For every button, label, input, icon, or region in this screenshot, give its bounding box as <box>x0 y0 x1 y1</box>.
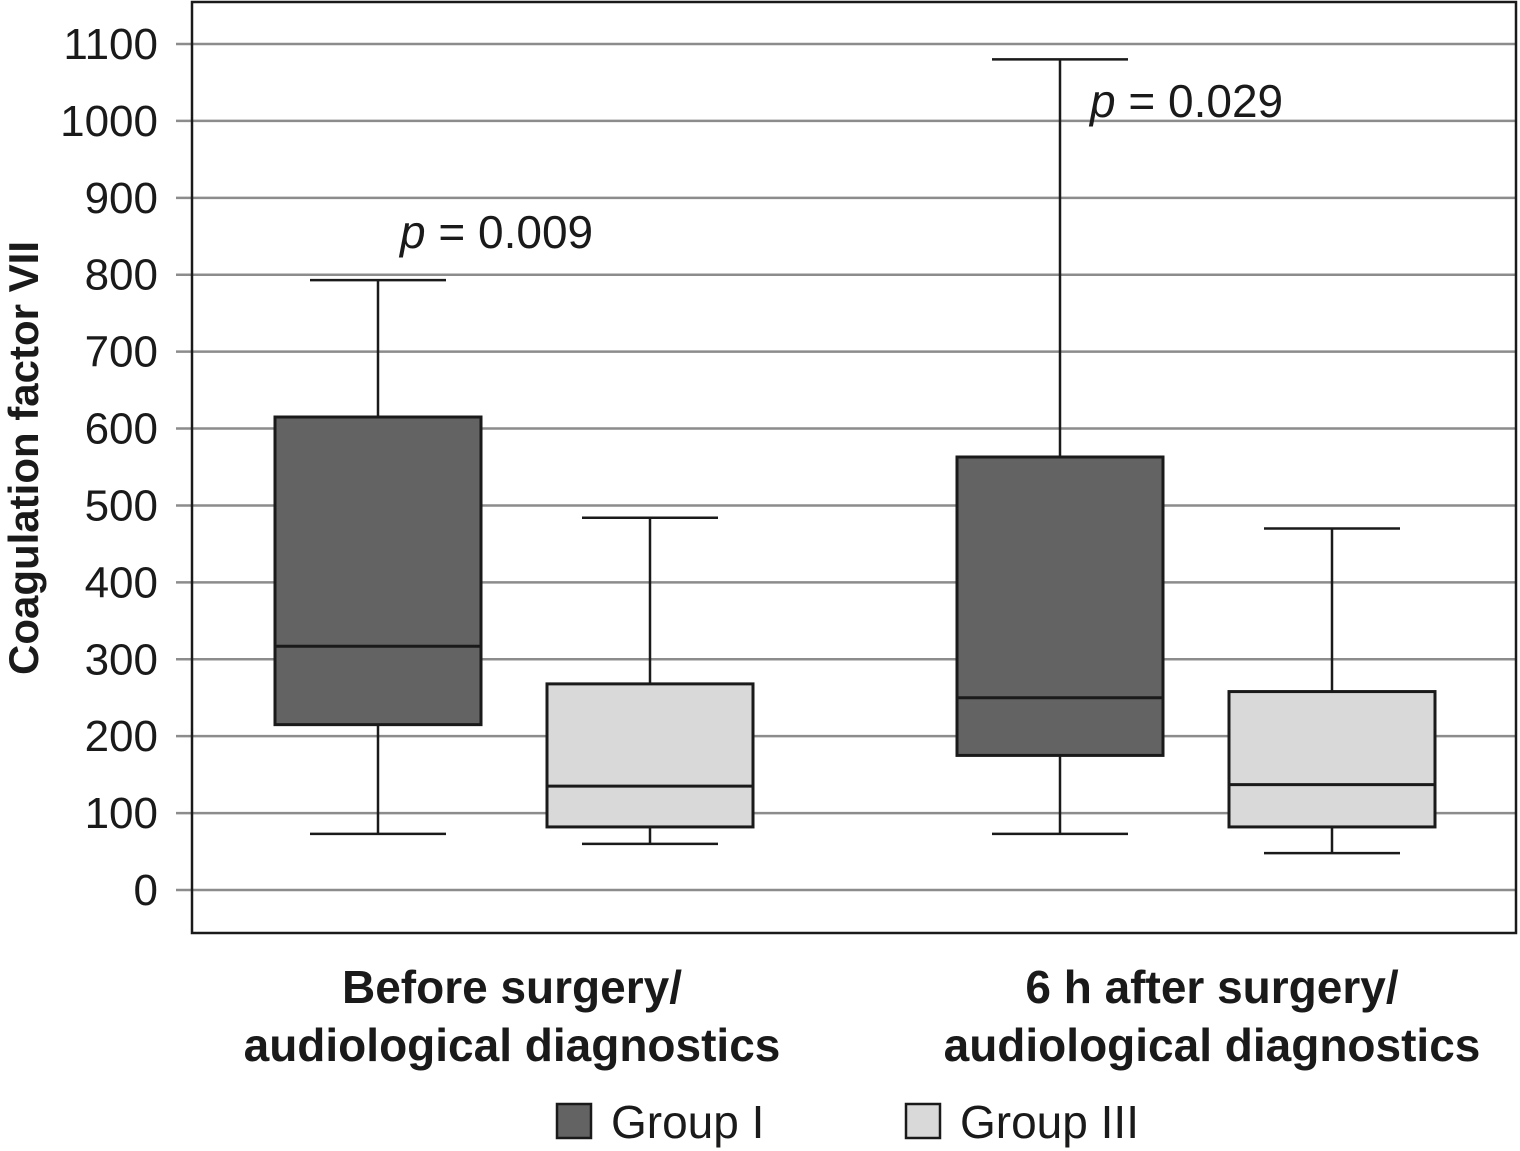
legend: Group I Group III <box>555 1096 1139 1148</box>
p-value-text: = 0.029 <box>1116 75 1284 127</box>
y-tick-label-0: 0 <box>134 866 158 915</box>
y-axis-title: Coagulation factor VII <box>0 241 47 675</box>
y-tick-label-500: 500 <box>85 481 158 530</box>
plot-frame <box>190 0 1518 935</box>
y-tick-label-1100: 1100 <box>63 20 158 69</box>
iqr-box <box>955 455 1165 757</box>
category-label-line2-1: audiological diagnostics <box>944 1019 1481 1071</box>
category-label-line2-0: audiological diagnostics <box>244 1019 781 1071</box>
y-tick-label-1000: 1000 <box>60 97 158 146</box>
y-tick-label-300: 300 <box>85 635 158 684</box>
y-tick-label-700: 700 <box>85 328 158 377</box>
p-value-annotation-0: p = 0.009 <box>398 206 593 258</box>
y-tick-label-200: 200 <box>85 712 158 761</box>
y-tick-label-600: 600 <box>85 405 158 454</box>
p-symbol: p <box>1088 75 1116 127</box>
y-tick-label-800: 800 <box>85 251 158 300</box>
y-tick-label-900: 900 <box>85 174 158 223</box>
y-tick-label-100: 100 <box>85 789 158 838</box>
legend-label-0: Group I <box>611 1096 764 1148</box>
box-0-0 <box>273 278 483 836</box>
x-category-labels: Before surgery/audiological diagnostics 6… <box>244 961 1481 1071</box>
iqr-box <box>273 415 483 727</box>
legend-swatch-0 <box>555 1102 593 1140</box>
iqr-box <box>1227 690 1437 829</box>
category-label-line1-0: Before surgery/ <box>342 961 682 1013</box>
box-1-1 <box>1227 527 1437 855</box>
y-tick-label-400: 400 <box>85 558 158 607</box>
p-value-text: = 0.009 <box>426 206 594 258</box>
box-1-0 <box>545 516 755 846</box>
iqr-box <box>545 682 755 829</box>
y-tick-labels: 0 100 200 300 400 500 600 700 800 900 1000 1100 <box>60 20 158 915</box>
boxes <box>273 58 1437 855</box>
p-symbol: p <box>398 206 426 258</box>
p-value-annotation-1: p = 0.029 <box>1088 75 1283 127</box>
box-0-1 <box>955 58 1165 836</box>
legend-swatch-1 <box>904 1102 942 1140</box>
legend-label-1: Group III <box>960 1096 1139 1148</box>
category-label-line1-1: 6 h after surgery/ <box>1025 961 1398 1013</box>
